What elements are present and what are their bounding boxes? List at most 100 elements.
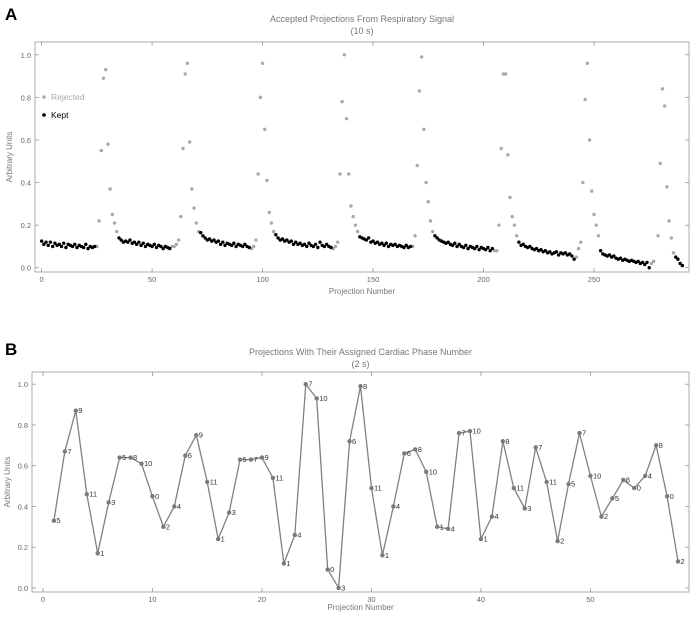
- chart-subtitle: (2 s): [352, 359, 370, 369]
- phase-point: [478, 536, 484, 542]
- phase-point: [139, 461, 144, 466]
- phase-number-label: 0: [330, 565, 334, 574]
- rejected-point: [110, 212, 115, 217]
- kept-point: [534, 246, 539, 251]
- rejected-point: [658, 161, 662, 166]
- rejected-point: [413, 234, 417, 238]
- rejected-point: [254, 238, 258, 242]
- kept-point: [39, 239, 44, 243]
- kept-point: [466, 246, 470, 251]
- legend-label-kept: Kept: [51, 110, 69, 120]
- rejected-point: [256, 172, 260, 176]
- y-tick-label: 0.2: [18, 543, 28, 552]
- kept-point: [117, 236, 121, 240]
- phase-number-label: 1: [221, 535, 225, 544]
- rejected-point: [349, 204, 353, 208]
- kept-point: [305, 244, 309, 249]
- x-tick-label: 30: [367, 595, 375, 604]
- rejected-point: [101, 76, 106, 80]
- kept-point: [137, 240, 141, 244]
- phase-point: [106, 500, 111, 505]
- rejected-point: [347, 172, 351, 176]
- kept-point: [134, 242, 139, 247]
- phase-number-label: 5: [571, 480, 575, 489]
- kept-point: [75, 245, 79, 250]
- phase-point: [336, 585, 341, 591]
- kept-point: [488, 249, 492, 253]
- phase-point: [369, 485, 374, 491]
- y-tick-label: 1.0: [18, 380, 28, 389]
- rejected-point: [649, 261, 654, 266]
- kept-point: [490, 246, 495, 251]
- phase-point: [292, 532, 297, 538]
- kept-point: [318, 240, 322, 244]
- phase-number-label: 1: [100, 549, 104, 558]
- rejected-point: [422, 127, 426, 132]
- phase-number-label: 9: [264, 453, 268, 462]
- rejected-point: [176, 238, 181, 242]
- phase-point: [84, 492, 89, 497]
- rejected-point: [194, 221, 198, 225]
- rejected-point: [271, 229, 276, 234]
- rejected-point: [419, 55, 424, 59]
- kept-point: [86, 246, 90, 251]
- rejected-point: [585, 61, 590, 65]
- kept-point: [48, 240, 53, 244]
- kept-point: [240, 244, 245, 249]
- rejected-point: [185, 61, 190, 65]
- phase-number-label: 8: [505, 437, 509, 446]
- kept-point: [366, 236, 371, 240]
- phase-point: [610, 496, 615, 501]
- x-axis-label: Projection Number: [329, 287, 396, 296]
- phase-point: [664, 494, 670, 499]
- x-tick-label: 10: [148, 595, 156, 604]
- rejected-point: [503, 72, 508, 76]
- phase-point: [632, 485, 637, 491]
- phase-number-label: 5: [615, 494, 619, 503]
- y-tick-label: 0.8: [18, 421, 28, 430]
- rejected-point: [174, 242, 179, 247]
- kept-point: [521, 242, 525, 247]
- phase-number-label: 5: [122, 453, 126, 462]
- phase-number-label: 0: [637, 484, 641, 493]
- kept-point: [73, 242, 77, 247]
- kept-point: [143, 244, 148, 249]
- phase-number-label: 2: [604, 512, 608, 521]
- phase-number-label: 11: [275, 473, 283, 482]
- phase-number-label: 10: [593, 471, 601, 480]
- phase-point: [456, 430, 462, 436]
- rejected-point: [99, 148, 103, 153]
- kept-point: [216, 239, 221, 243]
- kept-point: [375, 240, 380, 244]
- phase-number-label: 8: [133, 453, 137, 462]
- y-tick-label: 1.0: [21, 51, 31, 60]
- phase-number-label: 9: [199, 431, 203, 440]
- rejected-point: [426, 200, 430, 204]
- panel-letter: B: [5, 340, 17, 359]
- rejected-point: [510, 214, 514, 219]
- rejected-point: [258, 95, 263, 100]
- rejected-point: [265, 178, 269, 183]
- x-tick-label: 20: [258, 595, 266, 604]
- rejected-point: [576, 246, 581, 251]
- phase-point: [205, 479, 210, 485]
- kept-point: [313, 242, 318, 247]
- phase-point: [544, 479, 549, 485]
- phase-point: [489, 514, 495, 519]
- kept-point: [435, 236, 439, 240]
- phase-point: [358, 384, 363, 389]
- kept-point: [152, 242, 157, 247]
- kept-point: [676, 257, 680, 261]
- kept-point: [517, 240, 521, 244]
- phase-point: [643, 473, 648, 479]
- rejected-point: [424, 180, 428, 185]
- kept-point: [636, 259, 640, 264]
- kept-point: [229, 243, 234, 248]
- phase-number-label: 5: [243, 455, 247, 464]
- kept-point: [329, 245, 333, 250]
- rejected-point: [351, 214, 355, 219]
- x-axis-label: Projection Number: [327, 603, 394, 612]
- kept-point: [126, 240, 130, 244]
- y-tick-label: 0.2: [21, 221, 31, 230]
- legend-label-rejected: Rejected: [51, 92, 85, 102]
